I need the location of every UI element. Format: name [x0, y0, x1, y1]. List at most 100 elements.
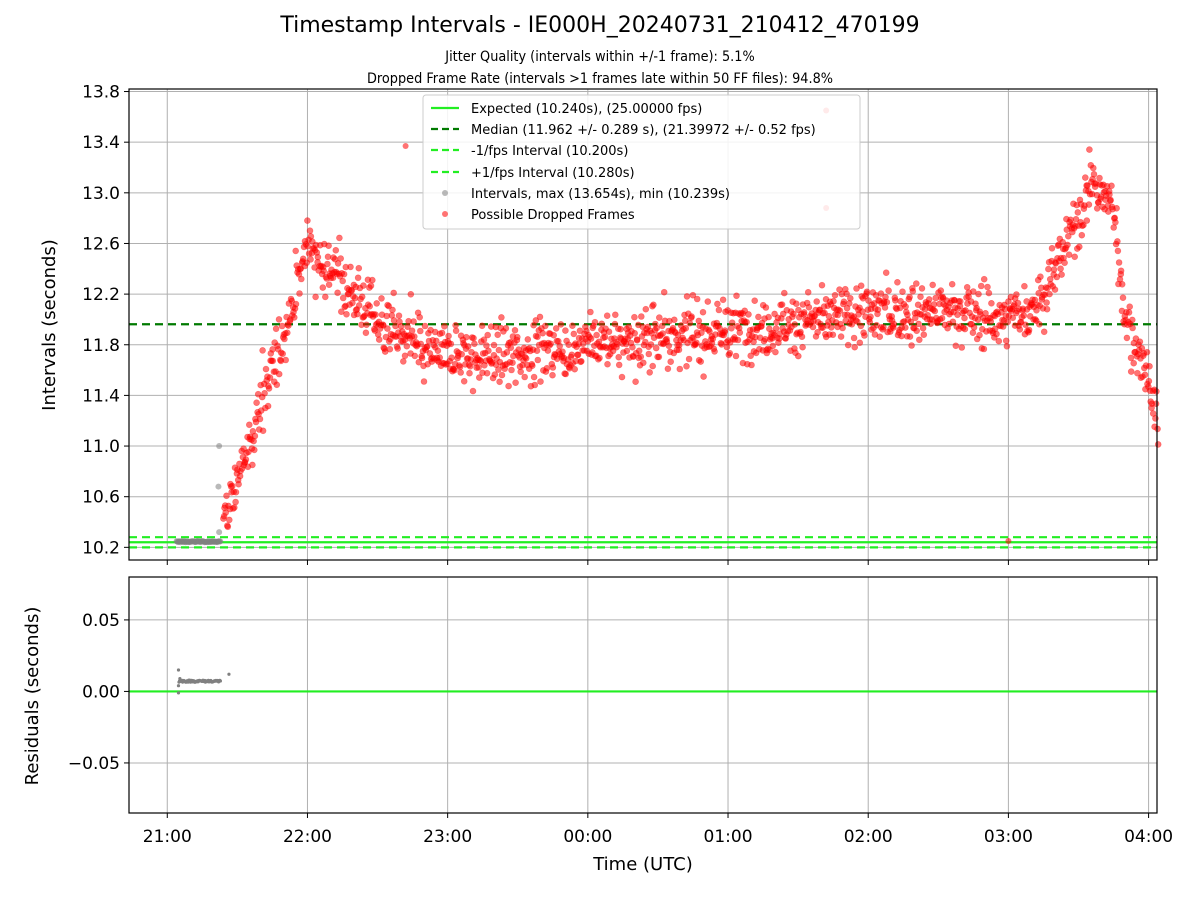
dropped-frame-point: [320, 267, 328, 275]
dropped-frame-point: [418, 354, 426, 362]
dropped-frame-point: [985, 289, 993, 297]
dropped-frame-point: [1061, 259, 1068, 267]
dropped-frame-point: [848, 320, 856, 328]
dropped-frame-point: [329, 274, 337, 282]
dropped-frame-point: [571, 365, 579, 373]
dropped-frame-point: [434, 347, 442, 355]
dropped-frame-point: [282, 356, 290, 364]
dropped-frame-point: [246, 421, 253, 429]
dropped-frame-point: [470, 334, 477, 342]
chart-title: Timestamp Intervals - IE000H_20240731_21…: [280, 13, 920, 38]
dropped-frame-point: [912, 280, 920, 287]
dropped-frame-point: [1085, 201, 1093, 208]
dropped-frame-point: [1090, 171, 1098, 178]
dropped-frame-point: [637, 313, 645, 320]
dropped-frame-point: [915, 336, 923, 344]
dropped-frame-point: [347, 263, 354, 271]
dropped-frame-point: [682, 324, 690, 332]
dropped-frame-point: [314, 253, 322, 261]
dropped-frame-point: [974, 316, 982, 324]
dropped-frame-point: [386, 345, 394, 353]
dropped-frame-point: [343, 310, 350, 318]
dropped-frame-point: [714, 300, 721, 308]
dropped-frame-point: [1130, 359, 1137, 367]
dropped-frame-point: [469, 387, 477, 395]
dropped-frame-point: [275, 370, 283, 378]
dropped-frame-point: [880, 323, 887, 331]
dropped-frame-point: [480, 336, 488, 344]
dropped-frame-point: [658, 322, 666, 330]
dropped-frame-point: [975, 290, 982, 298]
axis-ticks: 10.2 10.6 11.0 11.4 11.8 12.2 12.6 13.0 13.4 13.8…: [68, 83, 1173, 847]
dropped-frame-point: [253, 399, 260, 407]
dropped-frame-point: [1065, 232, 1072, 240]
dropped-frame-point: [685, 355, 693, 363]
dropped-frame-point: [825, 312, 833, 320]
dropped-frame-point: [605, 328, 613, 336]
dropped-frame-point: [601, 333, 609, 341]
dropped-frame-point: [611, 311, 619, 319]
dropped-frame-point: [1022, 321, 1029, 329]
dropped-frame-point: [421, 322, 429, 330]
dropped-frame-point: [524, 336, 532, 343]
dropped-frame-point: [830, 297, 837, 305]
dropped-frame-point: [1107, 196, 1114, 204]
dropped-frame-point: [273, 381, 281, 389]
dropped-frame-point: [1086, 146, 1093, 153]
x-tick-label: 23:00: [423, 827, 472, 847]
dropped-frame-point: [697, 358, 705, 365]
bottom-y-tick-label: 0.00: [82, 682, 120, 702]
dropped-frame-point: [699, 308, 707, 316]
dropped-frame-point: [611, 320, 619, 328]
dropped-frame-point: [348, 287, 356, 294]
y-axis-label-intervals: Intervals (seconds): [39, 239, 60, 411]
dropped-frame-point: [324, 260, 331, 268]
dropped-frame-point: [632, 378, 639, 386]
dropped-frame-point: [445, 332, 452, 340]
dropped-frame-point: [969, 288, 977, 295]
dropped-frame-point: [534, 333, 541, 341]
dropped-frame-point: [814, 328, 821, 336]
dropped-frame-point: [475, 374, 483, 381]
dropped-frame-point: [908, 342, 915, 349]
dropped-frame-point: [281, 335, 288, 343]
dropped-frame-point: [297, 275, 305, 283]
dropped-frame-point: [688, 313, 695, 320]
dropped-frame-point: [569, 322, 576, 330]
dropped-frame-point: [723, 343, 731, 351]
dropped-frame-point: [704, 298, 712, 305]
legend-label: -1/fps Interval (10.200s): [471, 144, 628, 159]
dropped-frame-point: [574, 351, 582, 359]
dropped-frame-point: [232, 488, 240, 496]
dropped-frame-point: [615, 361, 623, 369]
dropped-frame-point: [355, 264, 363, 272]
top-y-tick-label: 13.4: [82, 133, 120, 153]
dropped-frame-point: [693, 339, 700, 347]
dropped-frame-point: [407, 290, 415, 298]
dropped-frame-point: [235, 480, 242, 488]
dropped-frame-point: [290, 314, 298, 321]
dropped-frame-point: [368, 276, 376, 284]
dropped-frame-point: [1050, 266, 1058, 273]
dropped-frame-point: [1059, 238, 1066, 246]
dropped-frame-point: [877, 290, 885, 297]
dropped-frame-point: [565, 341, 573, 349]
dropped-frame-point: [1071, 253, 1078, 261]
dropped-frame-point: [550, 331, 558, 339]
dropped-frame-point: [980, 275, 988, 283]
dropped-frame-point: [498, 314, 505, 321]
dropped-frame-point: [598, 320, 606, 328]
dropped-frame-point: [591, 318, 599, 326]
dropped-frame-point: [1080, 221, 1087, 229]
dropped-frame-point: [1074, 209, 1082, 216]
dropped-frame-point: [970, 324, 978, 331]
top-axes-frame: [128, 88, 1158, 561]
dropped-frame-point: [857, 282, 865, 290]
legend-label: +1/fps Interval (10.280s): [471, 166, 635, 181]
residual-point: [176, 684, 181, 688]
dropped-frame-point: [1083, 217, 1091, 224]
dropped-frame-point: [633, 336, 641, 344]
dropped-frame-point: [655, 314, 663, 321]
dropped-frame-point: [693, 295, 701, 303]
